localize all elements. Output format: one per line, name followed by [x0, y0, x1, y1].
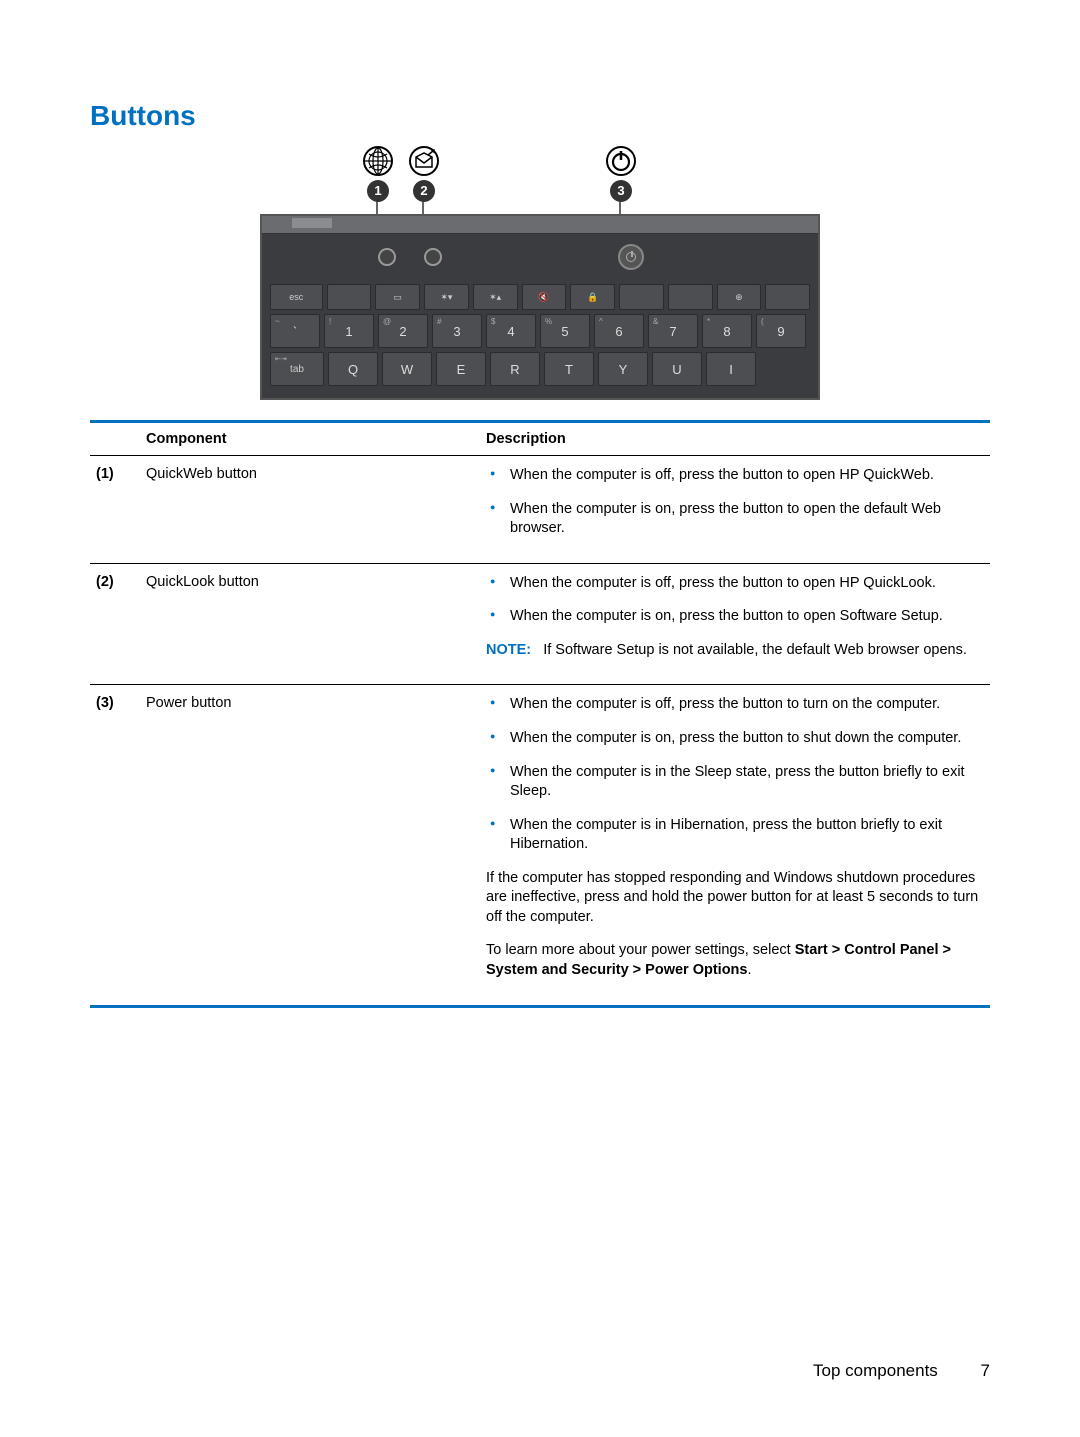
- bold-path: Start > Control Panel > System and Secur…: [486, 942, 951, 978]
- keyboard-num-row: ~`!1@2#3$4%5^6&7*8(9: [270, 314, 810, 348]
- description-paragraph: If the computer has stopped responding a…: [486, 869, 984, 928]
- key: [668, 284, 713, 310]
- description-bullet: When the computer is on, press the butto…: [510, 607, 984, 627]
- key: 🔇: [522, 284, 567, 310]
- component-name: QuickWeb button: [140, 456, 480, 564]
- key: ⇤⇥tab: [270, 352, 324, 386]
- key: W: [382, 352, 432, 386]
- keyboard-qwerty-row: ⇤⇥tabQWERTYUI: [270, 352, 810, 386]
- key: E: [436, 352, 486, 386]
- component-description: When the computer is off, press the butt…: [480, 685, 990, 1005]
- description-bullet: When the computer is off, press the butt…: [510, 574, 984, 594]
- description-bullet: When the computer is in the Sleep state,…: [510, 763, 984, 802]
- key: $4: [486, 314, 536, 348]
- page-footer: Top components 7: [813, 1361, 990, 1381]
- key: [619, 284, 664, 310]
- section-heading: Buttons: [90, 100, 990, 132]
- table-row: (3)Power button When the computer is off,…: [90, 685, 990, 1005]
- key: !1: [324, 314, 374, 348]
- table-bottom-rule: [90, 1005, 990, 1008]
- key: R: [490, 352, 540, 386]
- key: @2: [378, 314, 428, 348]
- component-name: Power button: [140, 685, 480, 1005]
- quicklook-physical-button: [424, 248, 442, 266]
- keyboard-illustration: esc ▭✶▾✶▴🔇🔒 ⊕ ~`!1@2#3$4%5^6&7*8(9 ⇤⇥tabQW…: [260, 214, 820, 400]
- key: 🔒: [570, 284, 615, 310]
- description-list: When the computer is off, press the butt…: [486, 695, 984, 854]
- description-bullet: When the computer is off, press the butt…: [510, 695, 984, 715]
- quickweb-physical-button: [378, 248, 396, 266]
- callout-badge-1: 1: [367, 180, 389, 202]
- callout-badge-3: 3: [610, 180, 632, 202]
- key: I: [706, 352, 756, 386]
- component-description: When the computer is off, press the butt…: [480, 456, 990, 564]
- key: ✶▾: [424, 284, 469, 310]
- description-paragraph: To learn more about your power settings,…: [486, 941, 984, 980]
- key: ✶▴: [473, 284, 518, 310]
- description-bullet: When the computer is off, press the butt…: [510, 466, 984, 486]
- th-description: Description: [480, 422, 990, 456]
- key: T: [544, 352, 594, 386]
- power-icon: [604, 144, 638, 178]
- callout-badge-2: 2: [413, 180, 435, 202]
- key: %5: [540, 314, 590, 348]
- key: ⊕: [717, 284, 762, 310]
- globe-icon: [361, 144, 395, 178]
- component-description: When the computer is off, press the butt…: [480, 563, 990, 685]
- key: *8: [702, 314, 752, 348]
- th-blank: [90, 422, 140, 456]
- table-row: (2)QuickLook button When the computer is …: [90, 563, 990, 685]
- description-bullet: When the computer is on, press the butto…: [510, 500, 984, 539]
- description-note: NOTE: If Software Setup is not available…: [486, 641, 984, 661]
- description-list: When the computer is off, press the butt…: [486, 466, 984, 539]
- key: [765, 284, 810, 310]
- components-table: Component Description (1)QuickWeb button…: [90, 420, 990, 1005]
- key: Q: [328, 352, 378, 386]
- table-row: (1)QuickWeb button When the computer is o…: [90, 456, 990, 564]
- component-name: QuickLook button: [140, 563, 480, 685]
- description-bullet: When the computer is on, press the butto…: [510, 729, 984, 749]
- power-physical-button: [618, 244, 644, 270]
- keyboard-fn-row: esc ▭✶▾✶▴🔇🔒 ⊕: [270, 284, 810, 310]
- footer-page-number: 7: [981, 1361, 990, 1380]
- key: ~`: [270, 314, 320, 348]
- components-tbody: (1)QuickWeb button When the computer is o…: [90, 456, 990, 1005]
- key: [327, 284, 372, 310]
- key: #3: [432, 314, 482, 348]
- key: Y: [598, 352, 648, 386]
- note-label: NOTE:: [486, 642, 531, 658]
- component-number: (1): [90, 456, 140, 564]
- key: U: [652, 352, 702, 386]
- key: esc: [270, 284, 323, 310]
- footer-section: Top components: [813, 1361, 938, 1380]
- description-list: When the computer is off, press the butt…: [486, 574, 984, 627]
- key: &7: [648, 314, 698, 348]
- th-component: Component: [140, 422, 480, 456]
- key: (9: [756, 314, 806, 348]
- key: ▭: [375, 284, 420, 310]
- component-number: (2): [90, 563, 140, 685]
- component-number: (3): [90, 685, 140, 1005]
- key: ^6: [594, 314, 644, 348]
- buttons-diagram: 1 2 3: [260, 144, 820, 400]
- description-bullet: When the computer is in Hibernation, pre…: [510, 816, 984, 855]
- quicklook-icon: [407, 144, 441, 178]
